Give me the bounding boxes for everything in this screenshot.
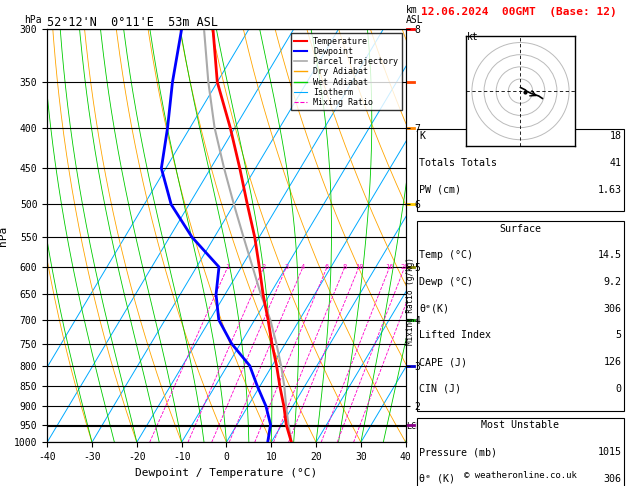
Text: Dewp (°C): Dewp (°C) [420, 277, 474, 287]
Text: 16: 16 [386, 264, 394, 270]
Text: 9.2: 9.2 [604, 277, 621, 287]
Text: Surface: Surface [499, 224, 542, 234]
FancyBboxPatch shape [417, 221, 624, 411]
Text: CIN (J): CIN (J) [420, 384, 461, 394]
Text: 14.5: 14.5 [598, 250, 621, 260]
Text: Pressure (mb): Pressure (mb) [420, 447, 498, 457]
Text: 5: 5 [616, 330, 621, 341]
Legend: Temperature, Dewpoint, Parcel Trajectory, Dry Adiabat, Wet Adiabat, Isotherm, Mi: Temperature, Dewpoint, Parcel Trajectory… [291, 34, 401, 110]
Text: 12.06.2024  00GMT  (Base: 12): 12.06.2024 00GMT (Base: 12) [421, 7, 616, 17]
Text: Totals Totals: Totals Totals [420, 158, 498, 168]
Text: θᵉ (K): θᵉ (K) [420, 474, 455, 484]
Text: © weatheronline.co.uk: © weatheronline.co.uk [464, 471, 577, 480]
FancyBboxPatch shape [417, 418, 624, 486]
X-axis label: Dewpoint / Temperature (°C): Dewpoint / Temperature (°C) [135, 468, 318, 478]
Text: LCL: LCL [406, 422, 421, 431]
Text: Lifted Index: Lifted Index [420, 330, 491, 341]
Text: 10: 10 [355, 264, 363, 270]
Text: 18: 18 [610, 131, 621, 141]
Text: θᵉ(K): θᵉ(K) [420, 304, 449, 314]
Y-axis label: hPa: hPa [0, 226, 8, 246]
Text: 20: 20 [401, 264, 409, 270]
Text: kt: kt [467, 32, 479, 42]
Text: Mixing Ratio (g/kg): Mixing Ratio (g/kg) [406, 258, 415, 345]
Text: Most Unstable: Most Unstable [481, 420, 560, 431]
Text: 306: 306 [604, 474, 621, 484]
Text: PW (cm): PW (cm) [420, 185, 461, 195]
Text: 1.63: 1.63 [598, 185, 621, 195]
Text: 0: 0 [616, 384, 621, 394]
Text: 306: 306 [604, 304, 621, 314]
Text: K: K [420, 131, 425, 141]
Text: 52°12'N  0°11'E  53m ASL: 52°12'N 0°11'E 53m ASL [47, 16, 218, 29]
Text: 6: 6 [325, 264, 329, 270]
Text: 2: 2 [262, 264, 266, 270]
Text: 8: 8 [343, 264, 347, 270]
Text: 41: 41 [610, 158, 621, 168]
Text: km
ASL: km ASL [406, 5, 423, 25]
Text: CAPE (J): CAPE (J) [420, 357, 467, 367]
Text: 1015: 1015 [598, 447, 621, 457]
Text: 3: 3 [284, 264, 289, 270]
Text: Temp (°C): Temp (°C) [420, 250, 474, 260]
Text: hPa: hPa [24, 15, 42, 25]
Text: 126: 126 [604, 357, 621, 367]
Text: 4: 4 [301, 264, 305, 270]
FancyBboxPatch shape [417, 129, 624, 211]
Text: 1: 1 [226, 264, 230, 270]
